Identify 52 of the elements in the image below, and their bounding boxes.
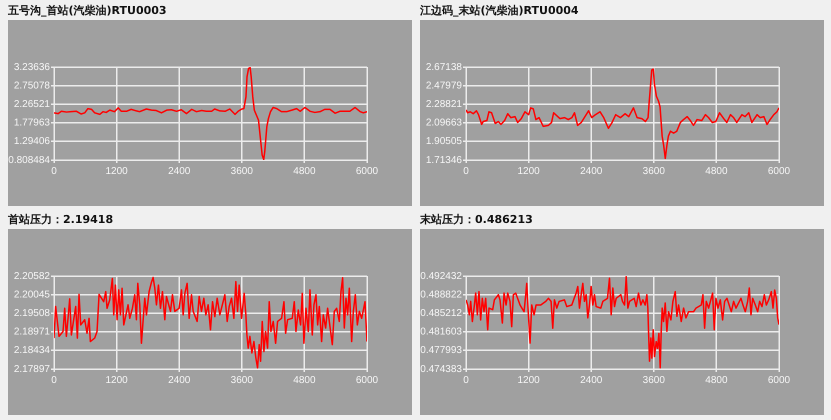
- x-tick-label: 0: [463, 166, 470, 177]
- x-tick-label: 6000: [768, 166, 791, 177]
- y-tick-label: 2.18434: [14, 345, 50, 356]
- y-tick-label: 2.47979: [426, 80, 462, 92]
- x-tick-label: 3600: [642, 166, 666, 177]
- y-tick-label: 1.29406: [14, 136, 50, 148]
- chart-title: 末站压力：0.486213: [420, 213, 533, 226]
- x-tick-label: 4800: [705, 374, 728, 386]
- y-tick-label: 2.67138: [426, 62, 462, 73]
- y-tick-label: 0.477993: [420, 345, 462, 356]
- x-tick-label: 2400: [580, 166, 603, 177]
- y-tick-label: 2.20045: [14, 289, 50, 300]
- chart-title: 首站压力：2.19418: [8, 213, 114, 226]
- x-tick-label: 0: [463, 374, 470, 386]
- y-tick-label: 2.28821: [426, 98, 462, 110]
- x-tick-label: 2400: [168, 374, 191, 386]
- x-tick-label: 0: [51, 166, 58, 177]
- x-tick-label: 1200: [517, 166, 540, 177]
- chart-title: 江边码_末站(汽柴油)RTU0004: [420, 4, 579, 17]
- chart-title: 五号沟_首站(汽柴油)RTU0003: [8, 4, 167, 17]
- x-tick-label: 1200: [105, 374, 128, 386]
- y-tick-label: 2.75078: [14, 80, 50, 92]
- x-tick-label: 2400: [580, 374, 603, 386]
- y-tick-label: 2.19508: [14, 308, 50, 319]
- y-tick-label: 0.488822: [420, 289, 462, 300]
- y-tick-label: 1.71346: [426, 154, 462, 166]
- y-tick-label: 0.474383: [420, 364, 462, 375]
- y-tick-label: 2.20582: [14, 270, 50, 282]
- x-tick-label: 1200: [517, 374, 540, 386]
- y-tick-label: 0.481603: [420, 326, 462, 338]
- y-tick-label: 0.808484: [8, 154, 50, 166]
- x-tick-label: 3600: [230, 374, 254, 386]
- y-tick-label: 3.23636: [14, 62, 50, 73]
- x-tick-label: 4800: [293, 166, 316, 177]
- x-tick-label: 6000: [356, 166, 379, 177]
- y-tick-label: 0.492432: [420, 270, 462, 282]
- x-tick-label: 1200: [105, 166, 128, 177]
- x-tick-label: 2400: [168, 166, 191, 177]
- x-tick-label: 6000: [768, 374, 791, 386]
- y-tick-label: 2.26521: [14, 98, 50, 110]
- y-tick-label: 1.90505: [426, 136, 462, 148]
- x-tick-label: 3600: [642, 374, 666, 386]
- y-tick-label: 1.77963: [14, 118, 50, 129]
- y-tick-label: 2.18971: [14, 326, 50, 338]
- x-tick-label: 6000: [356, 374, 379, 386]
- y-tick-label: 2.17897: [14, 364, 50, 375]
- y-tick-label: 0.485212: [420, 308, 462, 319]
- x-tick-label: 0: [51, 374, 58, 386]
- y-tick-label: 2.09663: [426, 118, 462, 129]
- x-tick-label: 3600: [230, 166, 254, 177]
- x-tick-label: 4800: [293, 374, 316, 386]
- x-tick-label: 4800: [705, 166, 728, 177]
